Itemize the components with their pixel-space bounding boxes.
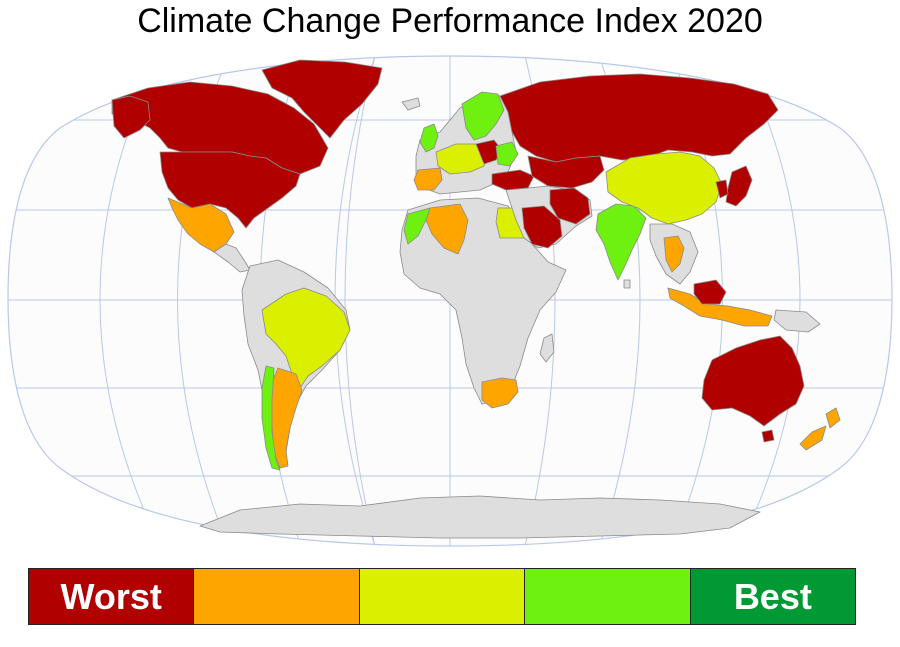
legend-medium [359, 569, 526, 624]
map-title: Climate Change Performance Index 2020 [137, 2, 763, 40]
color-legend: Worst Best [28, 568, 856, 625]
legend-worst: Worst [29, 569, 195, 624]
region-tasmania [761, 429, 775, 443]
region-brazil [261, 287, 351, 389]
region-greenland [261, 59, 383, 139]
region-kazakhstan [527, 155, 605, 189]
region-south-africa [481, 377, 519, 409]
legend-low [194, 569, 360, 624]
region-china [605, 151, 723, 225]
region-scandinavia [461, 91, 505, 141]
region-saudi-arabia [521, 205, 563, 249]
region-central-europe [435, 143, 489, 175]
region-new-zealand [799, 407, 841, 451]
region-turkey [491, 169, 535, 191]
region-madagascar [539, 333, 555, 363]
region-algeria [425, 203, 469, 255]
region-central-america [213, 243, 251, 273]
region-chile [261, 365, 281, 471]
region-poland [475, 139, 503, 165]
region-iceland [401, 97, 421, 111]
region-sri-lanka [623, 279, 631, 289]
region-uk [419, 123, 439, 153]
region-russia [499, 73, 779, 163]
legend-best: Best [690, 569, 856, 624]
region-malaysia [693, 279, 727, 305]
region-ukraine [495, 141, 519, 167]
region-iran [549, 187, 591, 225]
region-usa [159, 151, 301, 229]
region-korea [715, 179, 729, 199]
region-spain [413, 167, 443, 191]
region-alaska [111, 95, 151, 139]
region-morocco [403, 207, 431, 245]
world-map [7, 55, 893, 547]
region-antarctica [199, 495, 761, 539]
legend-high [525, 569, 691, 624]
region-australia [701, 335, 805, 427]
region-thailand [663, 235, 685, 273]
region-papua [773, 309, 821, 333]
